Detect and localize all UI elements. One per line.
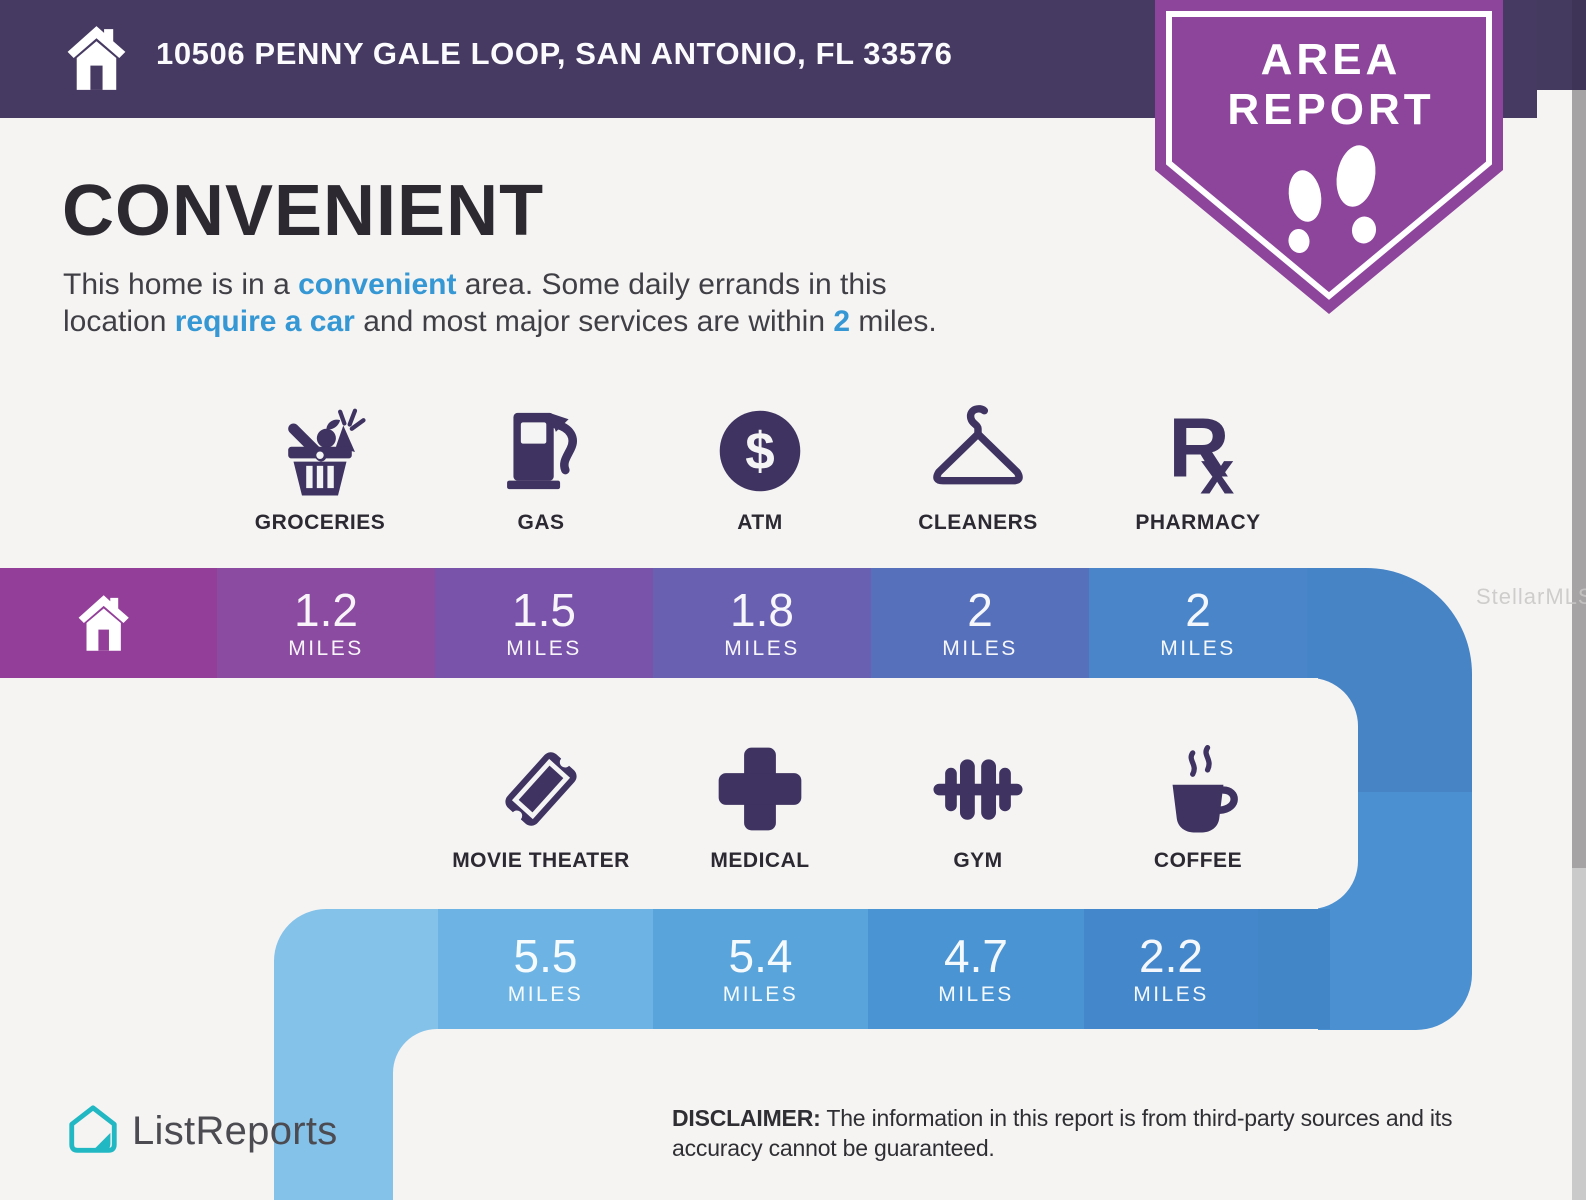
- header-stub: [1537, 0, 1572, 90]
- dumbbell-icon: [933, 759, 1023, 820]
- page-title: CONVENIENT: [62, 171, 545, 251]
- place-cleaners: CLEANERS: [866, 398, 1090, 535]
- listreports-logo: ListReports: [64, 1102, 338, 1160]
- place-label: GAS: [517, 511, 565, 534]
- highlight-2: 2: [833, 305, 851, 338]
- cross-icon: [718, 747, 802, 831]
- distance-value: 2.2: [1139, 929, 1203, 982]
- brand-name: ListReports: [132, 1108, 338, 1153]
- band-segment-gas: 1.5 MILES: [435, 568, 653, 678]
- scrollbar-top-cap: [1572, 0, 1586, 90]
- rx-r-glyph: R: [1168, 399, 1229, 494]
- band-segment-gym: 4.7 MILES: [868, 909, 1084, 1029]
- distance-unit: MILES: [938, 982, 1014, 1006]
- disclaimer: DISCLAIMER: The information in this repo…: [672, 1103, 1494, 1163]
- gas-pump-icon: [507, 412, 577, 490]
- distance-unit: MILES: [506, 636, 582, 660]
- footprints-icon: [1288, 145, 1377, 253]
- scrollbar-thumb[interactable]: [1572, 90, 1586, 868]
- distance-value: 1.5: [512, 583, 576, 636]
- highlight-require-a-car: require a car: [174, 305, 355, 338]
- distance-band-bottom: 5.5 MILES 5.4 MILES 4.7 MILES 2.2 MILES: [438, 909, 1330, 1029]
- rx-x-glyph: x: [1200, 438, 1234, 504]
- place-gas: GAS: [429, 398, 653, 535]
- band-segment-groceries: 1.2 MILES: [217, 568, 435, 678]
- atm-icon: $: [719, 410, 801, 492]
- band-segment-pharmacy: 2 MILES: [1089, 568, 1307, 678]
- distance-value: 2: [967, 583, 993, 636]
- intro-line1: This home is in a convenient area. Some …: [63, 268, 887, 301]
- place-groceries: GROCERIES: [208, 398, 432, 535]
- place-medical: MEDICAL: [648, 736, 872, 873]
- place-label: ATM: [737, 511, 783, 534]
- band-segment-cleaners: 2 MILES: [871, 568, 1089, 678]
- place-label: GROCERIES: [254, 511, 386, 534]
- place-label: GYM: [953, 849, 1003, 872]
- intro-paragraph: This home is in a convenient area. Some …: [63, 266, 1143, 340]
- place-label: MEDICAL: [710, 849, 810, 872]
- distance-value: 5.5: [513, 929, 578, 982]
- rx-icon: R x: [1168, 399, 1234, 504]
- distance-band-top: 1.2 MILES 1.5 MILES 1.8 MILES 2 MILES 2 …: [0, 568, 1330, 678]
- band-segment-atm: 1.8 MILES: [653, 568, 871, 678]
- distance-value: 1.2: [294, 583, 358, 636]
- distance-unit: MILES: [724, 636, 800, 660]
- path-white-inner-corner: [393, 1029, 1318, 1200]
- disclaimer-text: The information in this report is from t…: [672, 1105, 1453, 1161]
- distance-value: 5.4: [728, 929, 793, 982]
- disclaimer-label: DISCLAIMER:: [672, 1105, 821, 1131]
- place-label: MOVIE THEATER: [452, 849, 630, 872]
- distance-value: 1.8: [730, 583, 794, 636]
- watermark: StellarMLS: [1476, 584, 1586, 609]
- place-label: CLEANERS: [918, 511, 1038, 534]
- badge-line1: AREA: [1261, 35, 1402, 84]
- place-gym: GYM: [866, 736, 1090, 873]
- highlight-convenient: convenient: [298, 268, 457, 301]
- band-segment-tail: [1307, 568, 1330, 678]
- band-segment-medical: 5.4 MILES: [653, 909, 868, 1029]
- place-coffee: COFFEE: [1086, 736, 1310, 873]
- groceries-icon: [288, 408, 366, 496]
- band-segment-coffee: 2.2 MILES: [1084, 909, 1258, 1029]
- intro-line2: location require a car and most major se…: [63, 305, 937, 338]
- listreports-house-icon: [69, 1105, 117, 1153]
- distance-unit: MILES: [1160, 636, 1236, 660]
- distance-value: 4.7: [944, 929, 1008, 982]
- area-report-badge: AREA REPORT: [1155, 0, 1503, 314]
- coffee-icon: [1172, 745, 1238, 833]
- place-label: COFFEE: [1153, 849, 1243, 872]
- place-movie-theater: MOVIE THEATER: [429, 736, 653, 873]
- distance-unit: MILES: [722, 982, 799, 1006]
- band-segment-movie-theater: 5.5 MILES: [438, 909, 653, 1029]
- distance-unit: MILES: [942, 636, 1018, 660]
- hanger-icon: [933, 405, 1023, 485]
- band-segment-tail: [1258, 909, 1330, 1029]
- home-icon: [78, 595, 129, 651]
- distance-unit: MILES: [288, 636, 364, 660]
- ticket-icon: [505, 752, 577, 826]
- distance-value: 2: [1185, 583, 1211, 636]
- dollar-glyph: $: [745, 422, 774, 481]
- place-label: PHARMACY: [1135, 511, 1261, 534]
- distance-unit: MILES: [1133, 982, 1209, 1006]
- property-address: 10506 PENNY GALE LOOP, SAN ANTONIO, FL 3…: [156, 36, 953, 71]
- distance-unit: MILES: [507, 982, 584, 1006]
- place-atm: $ ATM: [648, 398, 872, 535]
- badge-line2: REPORT: [1227, 85, 1434, 134]
- home-icon: [67, 26, 126, 90]
- place-pharmacy: R x PHARMACY: [1086, 398, 1310, 535]
